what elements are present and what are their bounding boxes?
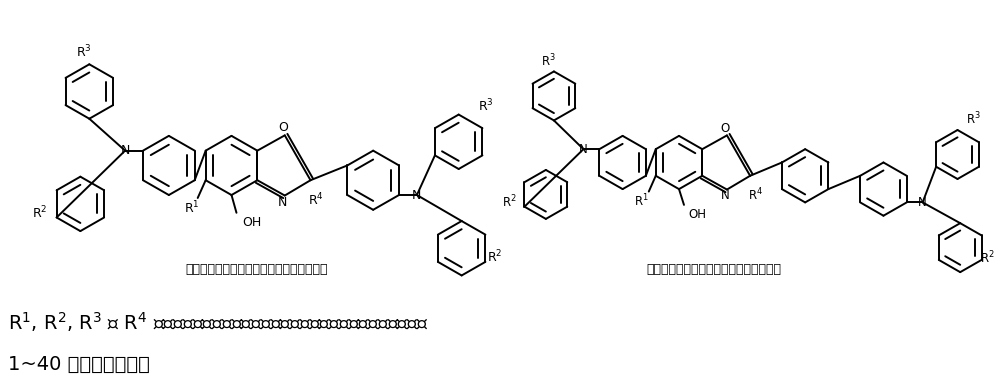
Text: R$^{1}$: R$^{1}$ — [184, 200, 200, 216]
Text: R$^{3}$: R$^{3}$ — [541, 53, 556, 70]
Text: R$^{1}$, R$^{2}$, R$^{3}$ 和 R$^{4}$ 为氢或烷基中的一种或一种以上；其中烷基中的碳链为碳个数为: R$^{1}$, R$^{2}$, R$^{3}$ 和 R$^{4}$ 为氢或烷… — [8, 310, 428, 334]
Text: O: O — [720, 122, 730, 135]
Text: R$^{3}$: R$^{3}$ — [76, 43, 91, 60]
Text: R$^{3}$: R$^{3}$ — [966, 110, 981, 127]
Text: N: N — [721, 189, 729, 202]
Text: R$^{4}$: R$^{4}$ — [308, 192, 323, 208]
Text: OH: OH — [688, 208, 706, 221]
Text: R$^{1}$: R$^{1}$ — [634, 193, 649, 210]
Text: R$^{2}$: R$^{2}$ — [980, 250, 994, 267]
Text: O: O — [278, 121, 288, 134]
Text: R$^{2}$: R$^{2}$ — [32, 205, 48, 221]
Text: R$^{4}$: R$^{4}$ — [748, 186, 763, 203]
Text: N: N — [579, 143, 588, 156]
Text: 双三苯胺取代的邻羟基苯基苯唑类衍生物: 双三苯胺取代的邻羟基苯基苯唑类衍生物 — [646, 263, 781, 276]
Text: N: N — [278, 196, 287, 209]
Text: R$^{2}$: R$^{2}$ — [502, 194, 516, 211]
Text: OH: OH — [242, 216, 261, 229]
Text: N: N — [120, 144, 130, 157]
Text: 1~40 的直链或支链。: 1~40 的直链或支链。 — [8, 355, 150, 374]
Text: R$^{2}$: R$^{2}$ — [487, 249, 502, 265]
Text: N: N — [412, 189, 422, 201]
Text: N: N — [918, 196, 927, 209]
Text: R$^{3}$: R$^{3}$ — [478, 98, 493, 114]
Text: 双三苯胺取代的邻羟基苯基苯并唑类衍生物: 双三苯胺取代的邻羟基苯基苯并唑类衍生物 — [185, 263, 328, 276]
